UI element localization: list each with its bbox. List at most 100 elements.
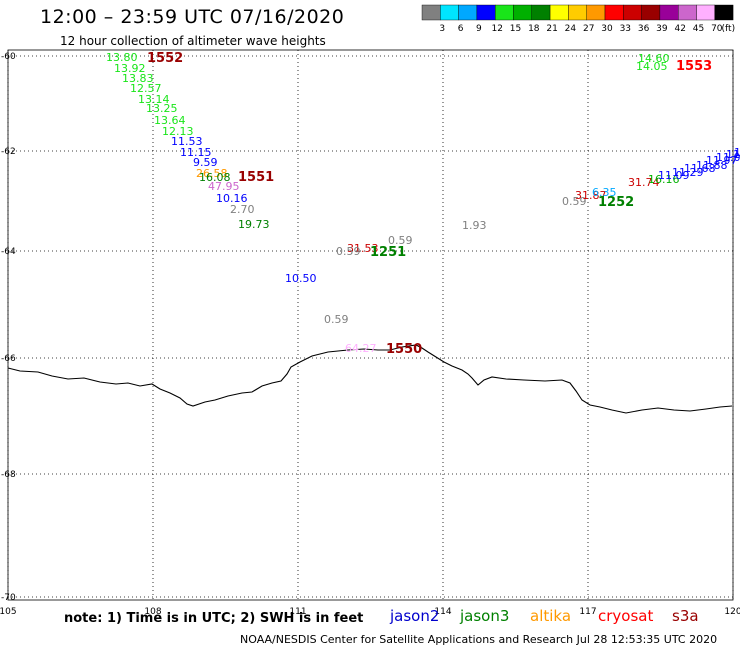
wave-height-value: 13.80 [106, 51, 138, 64]
wave-height-value: 6.35 [592, 186, 617, 199]
wave-height-value: 1.93 [462, 219, 487, 232]
antarctic-coastline [7, 344, 733, 414]
lon-tick-label: 120 [724, 607, 740, 617]
scale-unit: (ft) [722, 24, 736, 34]
wave-height-value: 14.60 [638, 52, 670, 65]
wave-height-value: 13.64 [154, 114, 186, 127]
wave-height-value: 19.73 [238, 218, 270, 231]
wave-height-value: 12.13 [162, 125, 194, 138]
pass-time-label: 1550 [386, 342, 422, 357]
wave-height-value: 13.92 [114, 62, 146, 75]
pass-time-label: 1553 [676, 59, 712, 74]
scale-swatch [421, 4, 441, 21]
wave-height-value: 0.59 [336, 245, 361, 258]
wave-height-value: 47.95 [208, 180, 240, 193]
scale-label: 33 [620, 24, 631, 34]
scale-swatch [549, 4, 569, 21]
color-scale: 3 6 9 12 15 18 21 24 27 30 33 36 39 42 45 70 (ft) [421, 4, 736, 34]
scale-swatch [604, 4, 624, 21]
scale-label: 9 [476, 24, 482, 34]
scale-swatch [458, 4, 478, 21]
wave-height-value: 16.08 [199, 171, 231, 184]
wave-height-value: 11.97 [706, 154, 738, 167]
scale-label: 6 [458, 24, 464, 34]
lat-tick-label: -62 [1, 147, 16, 157]
wave-height-value: 11.15 [180, 146, 212, 159]
lat-tick-label: -64 [1, 247, 16, 257]
scale-swatch [678, 4, 697, 21]
wave-height-value: 13.83 [122, 72, 154, 85]
wave-height-value: 11.88 [696, 159, 728, 172]
wave-height-value: 11.68 [684, 162, 716, 175]
scale-swatch [495, 4, 514, 21]
scale-label: 70 [711, 24, 723, 34]
scale-label: 30 [601, 24, 613, 34]
satellite-legend-jason3: jason3 [460, 607, 510, 625]
scale-label: 3 [439, 24, 445, 34]
map-subtitle: 12 hour collection of altimeter wave hei… [60, 34, 326, 48]
pass-time-label: 1551 [238, 170, 274, 185]
wave-height-value: 26.58 [196, 167, 228, 180]
wave-height-value: 31.53 [347, 242, 379, 255]
wave-height-value: 10.16 [216, 192, 248, 205]
lon-tick-label: 114 [434, 607, 451, 617]
wave-height-value: 0.59 [388, 234, 413, 247]
lat-tick-label: -68 [1, 470, 16, 480]
satellite-legend-jason2: jason2 [390, 607, 440, 625]
scale-swatch [513, 4, 532, 21]
wave-height-value: 0.59 [562, 195, 587, 208]
scale-swatch [659, 4, 679, 21]
wave-height-value: 12.57 [130, 82, 162, 95]
wave-height-value: 14.05 [636, 60, 668, 73]
scale-label: 12 [491, 24, 502, 34]
satellite-legend-cryosat: cryosat [598, 607, 654, 625]
wave-height-value: 13.25 [146, 102, 178, 115]
footer-note: note: 1) Time is in UTC; 2) SWH is in fe… [64, 611, 364, 626]
scale-label: 21 [546, 24, 557, 34]
scale-swatch [586, 4, 606, 21]
scale-label: 45 [693, 24, 704, 34]
scale-swatch [440, 4, 459, 21]
scale-swatch [696, 4, 715, 21]
map-title: 12:00 – 23:59 UTC 07/16/2020 [40, 6, 345, 28]
wave-height-value: 11.03 [716, 151, 740, 164]
wave-height-value: 11.29 [672, 166, 704, 179]
lat-lon-grid: -60 -62 -64 -66 -68 -70 105 108 111 114 117 120 [0, 49, 740, 617]
lat-tick-label: -70 [1, 593, 16, 603]
satellite-legend-s3a: s3a [672, 607, 699, 625]
satellite-legend-altika: altika [530, 607, 572, 625]
wave-height-value: 64.27 [345, 342, 377, 355]
wave-height-value: 31.74 [628, 176, 660, 189]
scale-swatch [531, 4, 551, 21]
scale-label: 39 [656, 24, 668, 34]
lon-tick-label: 108 [144, 607, 161, 617]
scale-swatch [623, 4, 642, 21]
wave-height-value: 2.70 [230, 203, 255, 216]
scale-label: 42 [674, 24, 685, 34]
wave-height-value: 11.56 [726, 148, 740, 161]
wave-height-value: 11.53 [171, 135, 203, 148]
scale-label: 18 [528, 24, 540, 34]
lon-tick-label: 111 [289, 607, 306, 617]
lat-tick-label: -60 [1, 52, 16, 62]
pass-time-label: 1251 [370, 245, 406, 260]
scale-swatch [641, 4, 661, 21]
lat-tick-label: -66 [1, 354, 16, 364]
wave-height-value: 9.59 [193, 156, 218, 169]
pass-time-label: 1552 [147, 51, 183, 66]
footer-credit: NOAA/NESDIS Center for Satellite Applica… [240, 633, 718, 646]
wave-height-value: 11.91 [734, 146, 740, 159]
wave-height-observations: 13.8013.9213.8312.5713.1413.2513.6412.13… [106, 51, 740, 357]
lon-tick-label: 105 [0, 607, 17, 617]
scale-swatch [568, 4, 587, 21]
scale-swatch [476, 4, 496, 21]
scale-label: 27 [583, 24, 594, 34]
pass-time-label: 1252 [598, 195, 634, 210]
wave-height-value: 11.09 [658, 169, 690, 182]
wave-height-value: 10.50 [285, 272, 317, 285]
wave-height-value: 16.16 [648, 173, 680, 186]
map-frame [7, 49, 734, 601]
wave-height-value: 31.87 [575, 189, 607, 202]
scale-swatch [714, 4, 734, 21]
